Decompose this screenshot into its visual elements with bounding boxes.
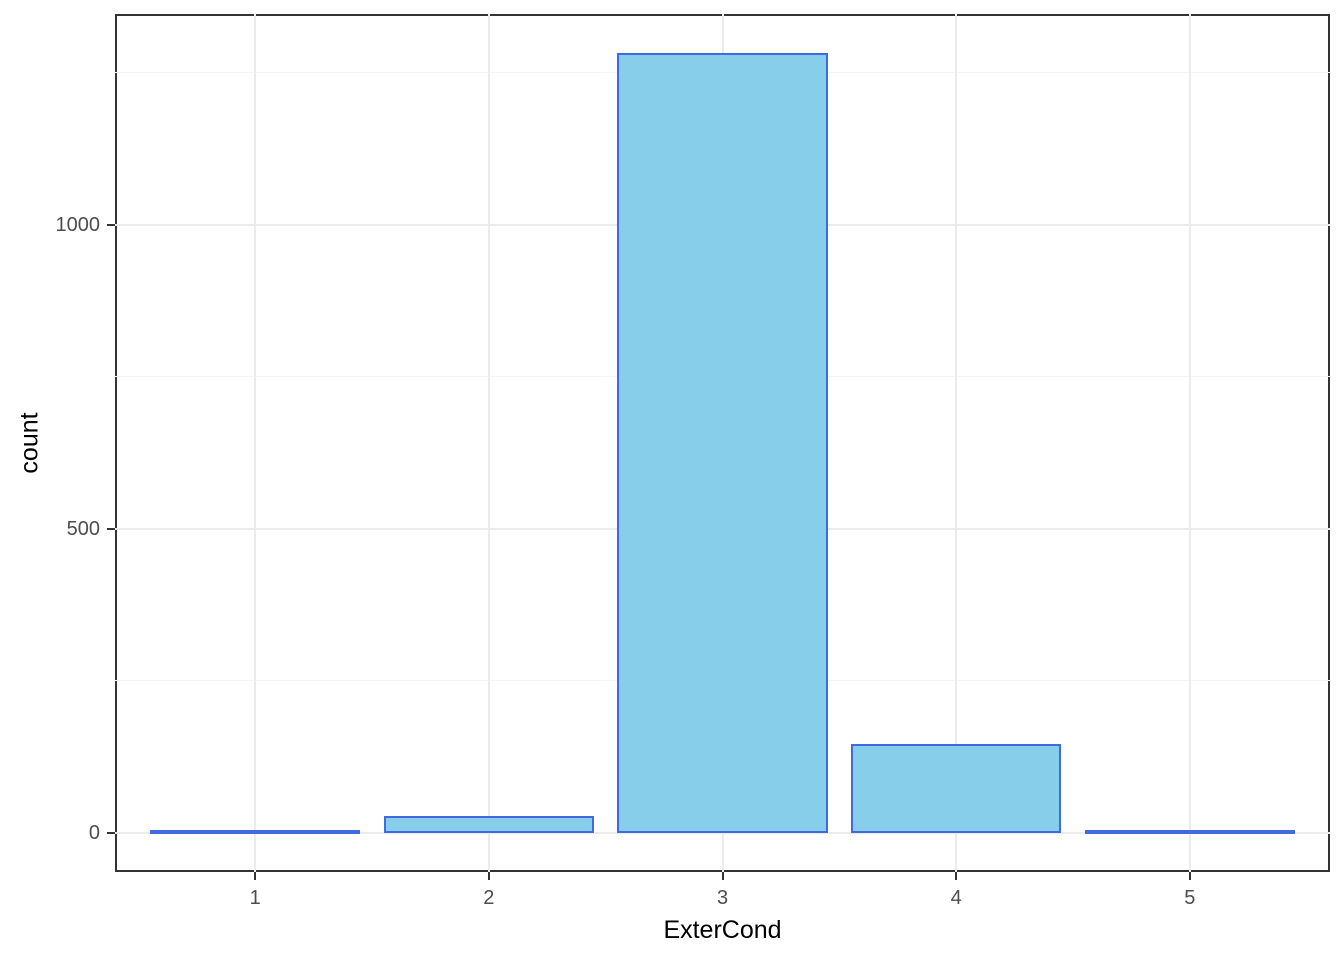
x-axis-title: ExterCond [663, 916, 782, 944]
y-axis-title: count [15, 412, 44, 474]
y-tick-mark [107, 223, 115, 226]
x-major-gridline [254, 14, 257, 872]
x-tick-mark [721, 872, 724, 880]
y-tick-label: 500 [66, 517, 100, 540]
x-tick-label: 1 [249, 887, 261, 909]
bar-category-4 [851, 744, 1062, 833]
x-tick-label: 3 [716, 887, 729, 909]
y-tick-label: 0 [88, 822, 100, 844]
x-tick-mark [487, 872, 490, 880]
bar-category-2 [383, 815, 594, 833]
x-tick-label: 2 [483, 887, 495, 909]
bar-category-3 [617, 53, 828, 833]
x-major-gridline [955, 14, 958, 872]
y-tick-label: 1000 [55, 213, 101, 236]
x-tick-label: 5 [1184, 887, 1196, 909]
bar-category-5 [1084, 830, 1295, 834]
x-major-gridline [1188, 14, 1191, 872]
bar-category-1 [150, 830, 361, 834]
y-tick-mark [107, 527, 115, 530]
x-tick-mark [254, 872, 257, 880]
x-major-gridline [487, 14, 490, 872]
x-tick-mark [1188, 872, 1191, 880]
y-tick-mark [107, 832, 115, 834]
x-tick-label: 4 [950, 887, 962, 909]
x-tick-mark [955, 872, 958, 880]
